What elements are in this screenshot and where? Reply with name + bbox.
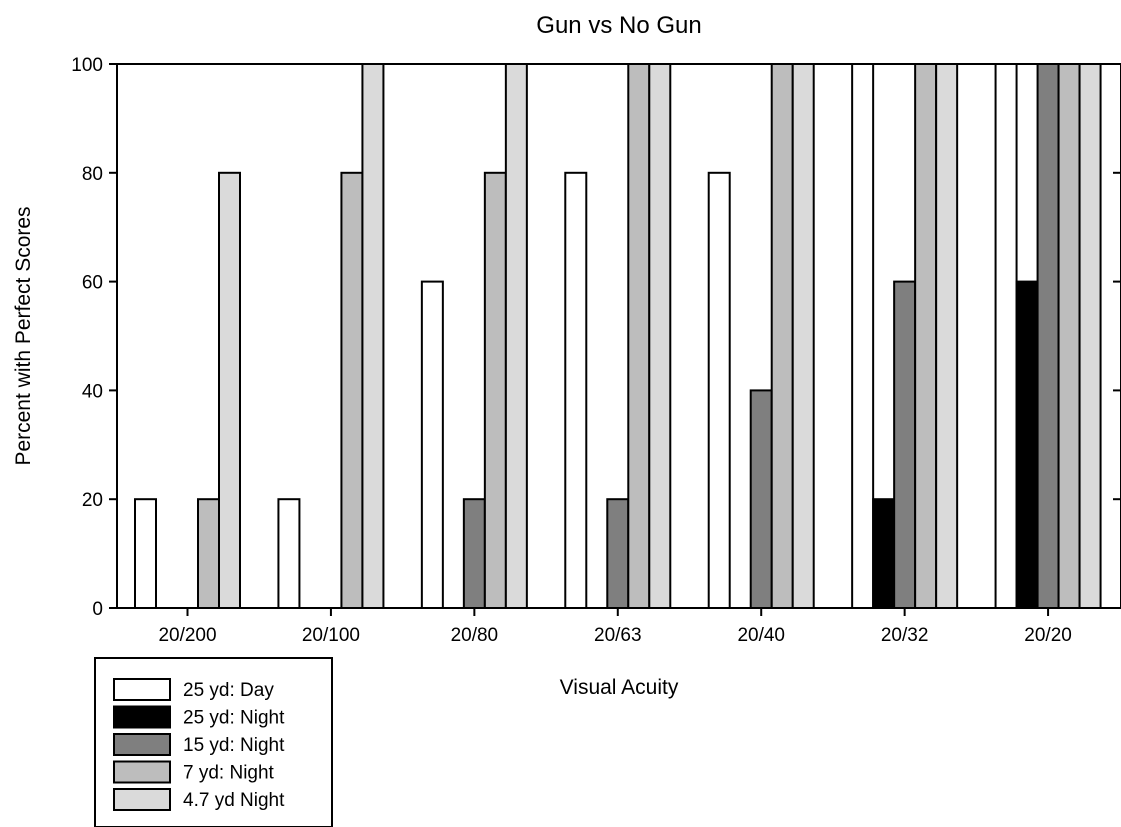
x-tick-label: 20/200 [158,625,216,646]
x-tick-label: 20/100 [302,625,360,646]
legend-swatch [113,678,171,701]
x-axis-label: Visual Acuity [560,676,679,699]
bar [935,63,959,609]
bar [1036,63,1060,609]
bar [893,280,917,609]
bar [197,498,220,610]
bar [749,389,773,609]
y-tick-label: 40 [82,381,103,402]
plot-frame [116,63,1121,609]
x-tick-label: 20/20 [1024,625,1072,646]
bar [994,63,1018,609]
x-tick-label: 20/63 [594,625,642,646]
bar [648,63,672,609]
y-tick-label: 20 [82,490,103,511]
bar [872,498,896,610]
bar [851,63,875,609]
bar [791,63,815,609]
legend-label: 4.7 yd Night [183,790,285,811]
x-tick-label: 20/32 [881,625,929,646]
legend-label: 7 yd: Night [183,763,275,784]
y-tick-label: 60 [82,273,103,294]
bar [707,171,731,610]
x-tick-label: 20/80 [451,625,499,646]
bar [606,498,630,610]
legend: 25 yd: Day 25 yd: Night 15 yd: Night 7 yd: … [94,657,333,827]
legend-label: 25 yd: Day [183,680,274,701]
bar [1078,63,1102,609]
x-tick-label: 20/40 [737,625,785,646]
bar [340,171,364,610]
bar [277,498,301,610]
bar [420,280,444,609]
bar [914,63,938,609]
bar [627,63,651,609]
legend-label: 15 yd: Night [183,735,285,756]
bars-layer [134,63,1102,610]
bar [361,63,385,609]
bar [770,63,794,609]
bar [483,171,507,610]
y-tick-label: 100 [71,55,103,76]
chart-title: Gun vs No Gun [536,12,701,39]
y-tick-label: 0 [92,599,103,620]
bar [134,498,157,610]
bar [462,498,486,610]
legend-label: 25 yd: Night [183,708,285,729]
legend-swatch [113,705,171,729]
y-axis: 0 20 40 60 80 100 [71,55,1121,620]
x-axis: 20/200 20/100 20/80 20/63 20/40 20/32 20/20 [158,608,1072,646]
bar [218,171,241,610]
y-tick-label: 80 [82,164,103,185]
y-axis-label: Percent with Perfect Scores [12,206,35,465]
bar [1015,280,1039,609]
bar [1057,63,1081,609]
legend-swatch [113,760,171,784]
legend-swatch [113,788,171,811]
legend-swatch [113,733,171,756]
bar [504,63,528,609]
bar [564,171,588,610]
